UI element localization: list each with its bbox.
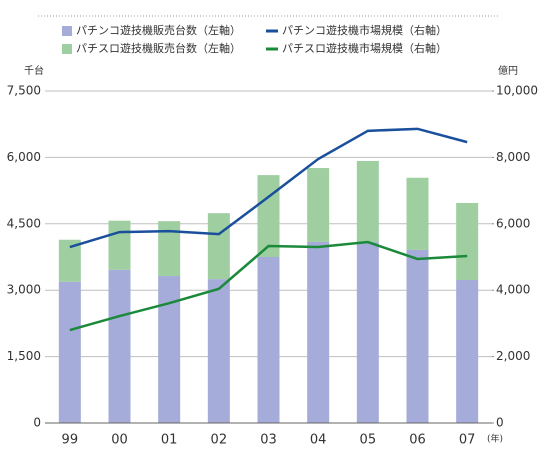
x-tick-label: 05 — [360, 433, 377, 448]
bar — [307, 241, 330, 423]
y-tick-label: 7,500 — [7, 84, 41, 98]
y-tick-label: 0 — [33, 416, 41, 430]
legend-swatch — [62, 26, 72, 36]
bar — [158, 276, 181, 423]
bar — [207, 213, 230, 280]
y-unit: 千台 — [24, 64, 44, 77]
x-tick-label: 06 — [409, 433, 426, 448]
x-tick-label: 02 — [211, 433, 228, 448]
bar — [406, 249, 429, 423]
x-tick-label: 07 — [459, 433, 476, 448]
bar — [456, 202, 479, 281]
x-unit: (年) — [487, 433, 503, 445]
bar — [257, 175, 280, 257]
x-tick-label: 04 — [310, 433, 327, 448]
legend-label: パチスロ遊技機販売台数（左軸） — [76, 41, 241, 55]
bar — [257, 257, 280, 423]
y2-tick-label: 10,000 — [496, 84, 538, 98]
bar — [456, 280, 479, 423]
legend-label: パチンコ遊技機販売台数（左軸） — [76, 23, 241, 37]
bar — [58, 281, 81, 423]
bar — [307, 168, 330, 242]
x-tick-label: 03 — [260, 433, 277, 448]
y-tick-label: 1,500 — [7, 349, 41, 363]
bar — [108, 220, 131, 270]
legend-swatch — [62, 44, 72, 54]
bar — [356, 160, 379, 242]
legend-label: パチンコ遊技機市場規模（右軸） — [282, 23, 447, 37]
legend-label: パチスロ遊技機市場規模（右軸） — [282, 41, 447, 55]
y2-tick-label: 0 — [496, 416, 504, 430]
line — [69, 127, 468, 249]
y2-tick-label: 8,000 — [496, 150, 530, 164]
bar — [158, 221, 181, 277]
y2-tick-label: 4,000 — [496, 283, 530, 297]
y-tick-label: 4,500 — [7, 216, 41, 230]
y2-unit: 億円 — [498, 64, 518, 77]
bar — [58, 239, 81, 282]
bar — [406, 177, 429, 250]
x-tick-label: 01 — [161, 433, 178, 448]
bar — [207, 279, 230, 423]
bar — [108, 269, 131, 423]
line — [69, 240, 468, 332]
bar — [356, 241, 379, 423]
y2-tick-label: 6,000 — [496, 216, 530, 230]
y-tick-label: 3,000 — [7, 283, 41, 297]
y2-tick-label: 2,000 — [496, 349, 530, 363]
x-tick-label: 00 — [111, 433, 128, 448]
y-tick-label: 6,000 — [7, 150, 41, 164]
x-tick-label: 99 — [62, 433, 79, 448]
